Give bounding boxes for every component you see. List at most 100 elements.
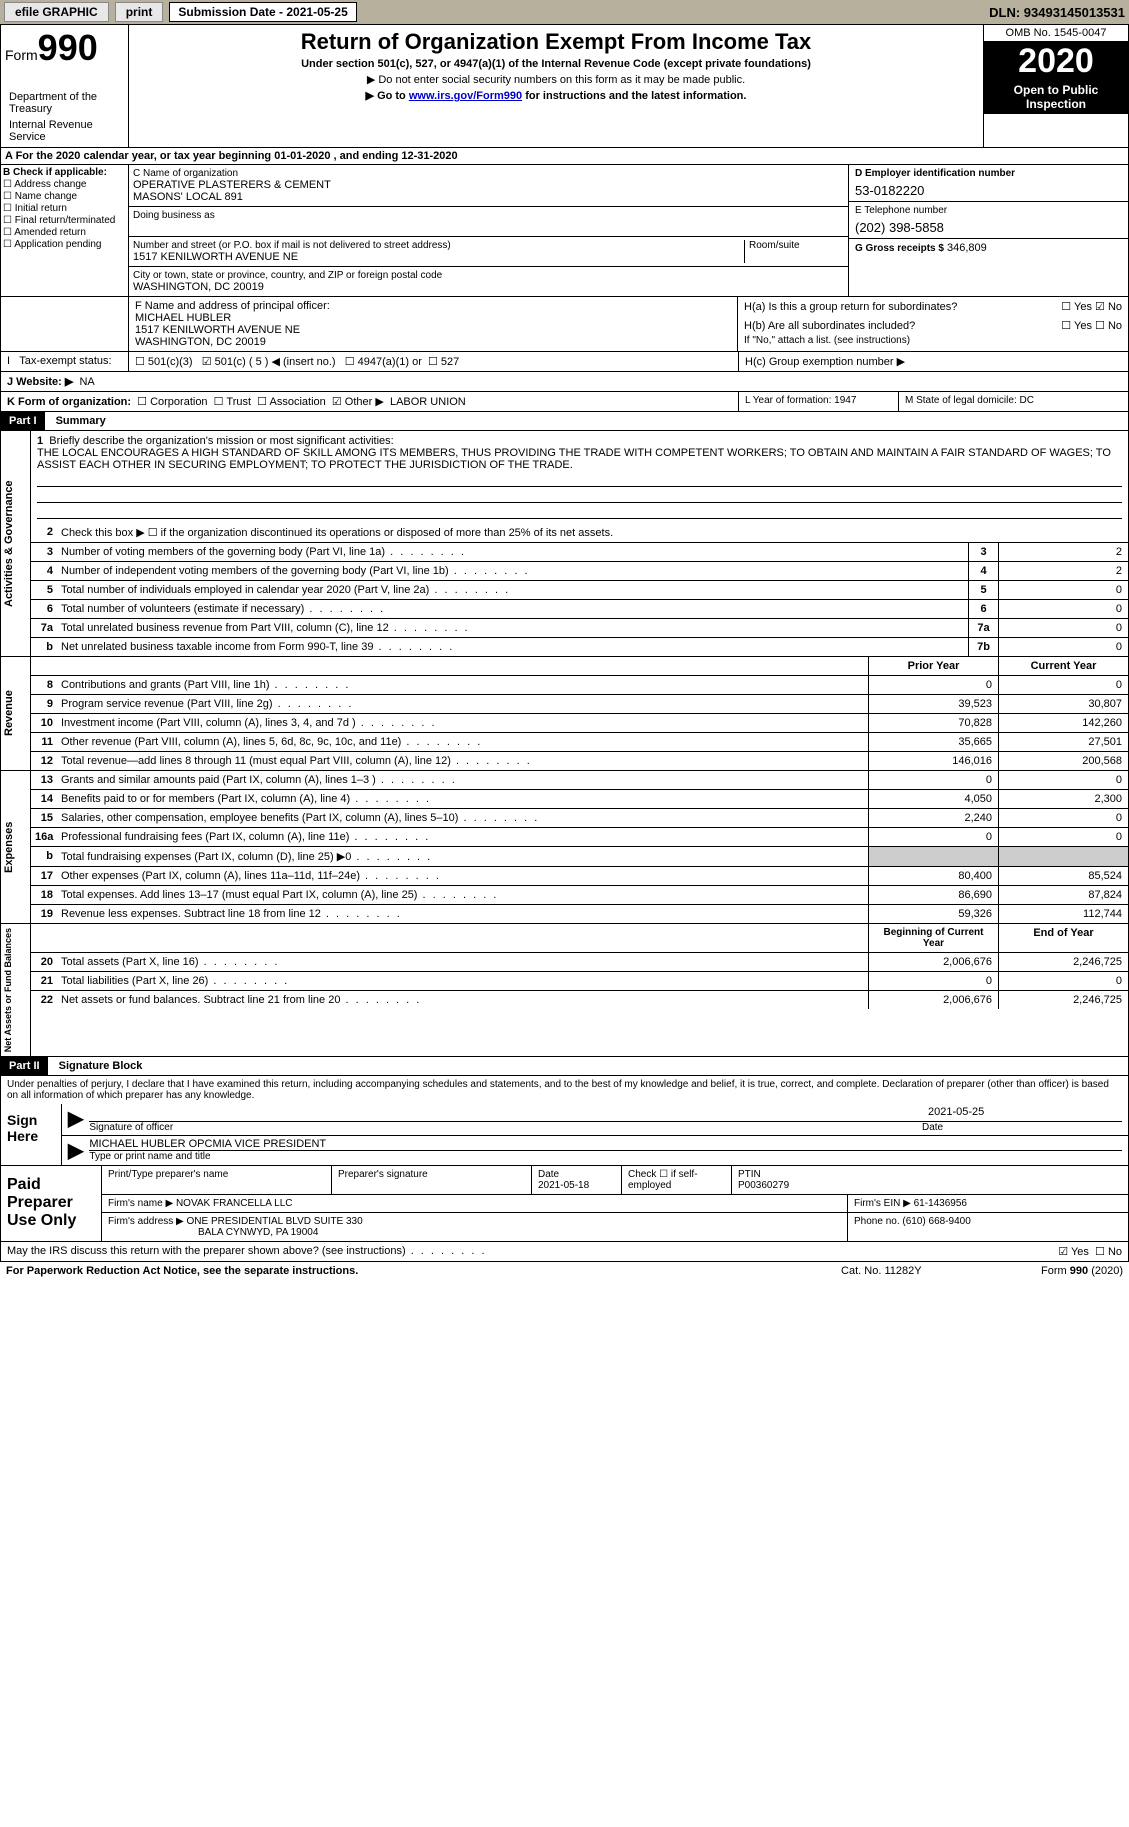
cat-no: Cat. No. 11282Y [841, 1265, 1041, 1277]
submission-date: Submission Date - 2021-05-25 [169, 2, 356, 22]
goto-pre: ▶ Go to [366, 90, 409, 102]
revenue-section: Revenue Prior Year Current Year 8 Contri… [0, 657, 1129, 771]
te-501c3[interactable]: 501(c)(3) [148, 356, 193, 368]
prep-date: 2021-05-18 [538, 1180, 589, 1191]
sig-date-label: Date [922, 1122, 1122, 1133]
l2-num: 2 [31, 523, 57, 542]
state-domicile: M State of legal domicile: DC [898, 392, 1128, 411]
line-19: 19 Revenue less expenses. Subtract line … [31, 905, 1128, 923]
firm-name-label: Firm's name ▶ [108, 1198, 173, 1209]
chk-initial[interactable]: ☐ Initial return [3, 203, 126, 214]
balances-section: Net Assets or Fund Balances Beginning of… [0, 924, 1129, 1057]
k-trust[interactable]: Trust [226, 396, 251, 408]
website-row: J Website: ▶ NA [0, 372, 1129, 392]
goto-note: ▶ Go to www.irs.gov/Form990 for instruct… [133, 89, 979, 102]
tax-exempt-label: Tax-exempt status: [19, 355, 111, 367]
perjury-para: Under penalties of perjury, I declare th… [1, 1076, 1128, 1104]
expenses-section: Expenses 13 Grants and similar amounts p… [0, 771, 1129, 924]
ein-label: D Employer identification number [855, 168, 1122, 179]
chk-final[interactable]: ☐ Final return/terminated [3, 215, 126, 226]
col-boy: Beginning of Current Year [868, 924, 998, 952]
dln: DLN: 93493145013531 [989, 5, 1125, 20]
website-label: J Website: ▶ [7, 376, 73, 388]
period-pre: A For the 2020 calendar year, or tax yea… [5, 150, 274, 162]
year-formation: L Year of formation: 1947 [738, 392, 898, 411]
sig-arrow-icon: ▶ [68, 1106, 83, 1133]
sign-here-label: Sign Here [1, 1104, 61, 1165]
period-end: 12-31-2020 [401, 150, 457, 162]
room-label: Room/suite [749, 240, 844, 251]
l1-label: Briefly describe the organization's miss… [49, 435, 393, 447]
part2-tag: Part II [1, 1057, 48, 1075]
dept-treasury: Department of the Treasury [5, 89, 124, 117]
chk-amended[interactable]: ☐ Amended return [3, 227, 126, 238]
org-name-label: C Name of organization [133, 168, 844, 179]
k-row: K Form of organization: ☐ Corporation ☐ … [0, 392, 1129, 412]
te-4947[interactable]: 4947(a)(1) or [358, 356, 422, 368]
officer-h-row: F Name and address of principal officer:… [0, 297, 1129, 352]
ha-yesno[interactable]: ☐ Yes ☑ No [1061, 300, 1122, 313]
form-ref: Form 990 (2020) [1041, 1265, 1123, 1277]
sig-arrow-icon-2: ▶ [68, 1138, 83, 1163]
signature-block: Under penalties of perjury, I declare th… [0, 1076, 1129, 1166]
part1-tag: Part I [1, 412, 45, 430]
prep-phone: (610) 668-9400 [902, 1216, 970, 1227]
k-other[interactable]: Other ▶ [345, 396, 384, 408]
chk-pending[interactable]: ☐ Application pending [3, 239, 126, 250]
discuss-row: May the IRS discuss this return with the… [0, 1242, 1129, 1262]
line-13: 13 Grants and similar amounts paid (Part… [31, 771, 1128, 790]
vert-expenses: Expenses [1, 771, 31, 923]
print-button[interactable]: print [115, 2, 164, 22]
form-number: 990 [38, 27, 98, 68]
k-corp[interactable]: Corporation [150, 396, 207, 408]
gov-line-7a: 7a Total unrelated business revenue from… [31, 619, 1128, 638]
pra-notice: For Paperwork Reduction Act Notice, see … [6, 1265, 841, 1277]
ptin-value: P00360279 [738, 1180, 789, 1191]
line-10: 10 Investment income (Part VIII, column … [31, 714, 1128, 733]
form-label: Form [5, 47, 38, 63]
ptin-label: PTIN [738, 1169, 761, 1180]
chk-name[interactable]: ☐ Name change [3, 191, 126, 202]
gov-line-6: 6 Total number of volunteers (estimate i… [31, 600, 1128, 619]
vert-balances: Net Assets or Fund Balances [1, 924, 31, 1056]
addr-label: Number and street (or P.O. box if mail i… [133, 240, 744, 251]
phone-label: E Telephone number [855, 205, 1122, 216]
line-17: 17 Other expenses (Part IX, column (A), … [31, 867, 1128, 886]
line-22: 22 Net assets or fund balances. Subtract… [31, 991, 1128, 1009]
line-14: 14 Benefits paid to or for members (Part… [31, 790, 1128, 809]
irs-link[interactable]: www.irs.gov/Form990 [409, 90, 522, 102]
col-current: Current Year [998, 657, 1128, 675]
tax-year: 2020 [986, 44, 1126, 78]
line-b: b Total fundraising expenses (Part IX, c… [31, 847, 1128, 867]
period-mid: , and ending [330, 150, 401, 162]
org-name-2: MASONS' LOCAL 891 [133, 191, 844, 203]
check-self-employed[interactable]: Check ☐ if self-employed [628, 1169, 698, 1191]
main-info: B Check if applicable: ☐ Address change … [0, 165, 1129, 297]
line-15: 15 Salaries, other compensation, employe… [31, 809, 1128, 828]
form-title: Return of Organization Exempt From Incom… [133, 29, 979, 55]
gov-line-4: 4 Number of independent voting members o… [31, 562, 1128, 581]
hc-label: H(c) Group exemption number ▶ [745, 355, 905, 368]
k-label: K Form of organization: [7, 396, 131, 408]
line-20: 20 Total assets (Part X, line 16) 2,006,… [31, 953, 1128, 972]
line-9: 9 Program service revenue (Part VIII, li… [31, 695, 1128, 714]
col-prior: Prior Year [868, 657, 998, 675]
te-501c[interactable]: 501(c) ( 5 ) ◀ (insert no.) [215, 356, 336, 368]
line-12: 12 Total revenue—add lines 8 through 11 … [31, 752, 1128, 770]
hb-yesno[interactable]: ☐ Yes ☐ No [1061, 319, 1122, 332]
discuss-yesno[interactable]: ☑ Yes ☐ No [1058, 1245, 1122, 1258]
efile-button[interactable]: efile GRAPHIC [4, 2, 109, 22]
vert-revenue: Revenue [1, 657, 31, 770]
goto-post: for instructions and the latest informat… [522, 90, 746, 102]
col-eoy: End of Year [998, 924, 1128, 952]
part2-title: Signature Block [51, 1057, 151, 1075]
firm-addr1: ONE PRESIDENTIAL BLVD SUITE 330 [187, 1216, 363, 1227]
te-527[interactable]: 527 [441, 356, 459, 368]
officer-city: WASHINGTON, DC 20019 [135, 336, 731, 348]
chk-address[interactable]: ☐ Address change [3, 179, 126, 190]
k-assoc[interactable]: Association [270, 396, 326, 408]
sig-officer-label: Signature of officer [89, 1122, 922, 1133]
box-b-header: B Check if applicable: [3, 167, 126, 178]
prep-date-label: Date [538, 1169, 559, 1180]
open-public-2: Inspection [1026, 97, 1086, 111]
